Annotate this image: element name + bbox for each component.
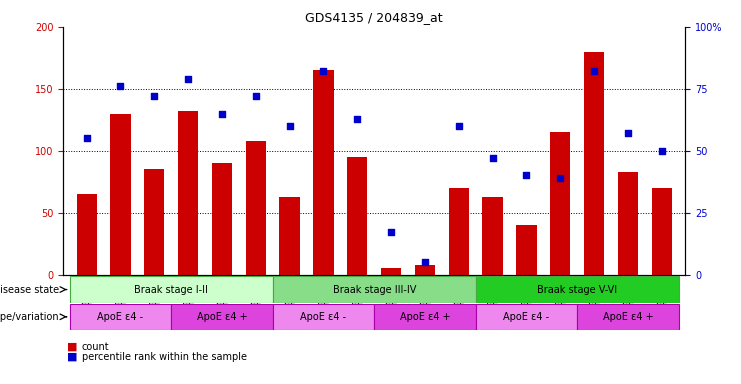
Point bbox=[148, 93, 160, 99]
Bar bbox=[246, 141, 266, 275]
FancyBboxPatch shape bbox=[171, 304, 273, 330]
Bar bbox=[415, 265, 435, 275]
Bar bbox=[618, 172, 638, 275]
Text: ■: ■ bbox=[67, 342, 81, 352]
Point bbox=[419, 259, 431, 265]
Bar bbox=[448, 188, 469, 275]
Bar bbox=[110, 114, 130, 275]
Point bbox=[182, 76, 194, 82]
Bar bbox=[212, 163, 232, 275]
Text: percentile rank within the sample: percentile rank within the sample bbox=[82, 352, 247, 362]
Text: ApoE ε4 -: ApoE ε4 - bbox=[97, 312, 144, 322]
Point bbox=[520, 172, 532, 179]
FancyBboxPatch shape bbox=[476, 276, 679, 303]
Point bbox=[487, 155, 499, 161]
FancyBboxPatch shape bbox=[374, 304, 476, 330]
Point bbox=[318, 68, 330, 74]
Bar bbox=[347, 157, 368, 275]
Text: disease state: disease state bbox=[0, 285, 59, 295]
Text: ■: ■ bbox=[67, 352, 81, 362]
Point bbox=[588, 68, 600, 74]
Bar bbox=[550, 132, 571, 275]
Point bbox=[216, 111, 228, 117]
Text: count: count bbox=[82, 342, 109, 352]
FancyBboxPatch shape bbox=[476, 304, 577, 330]
Point bbox=[656, 147, 668, 154]
FancyBboxPatch shape bbox=[70, 304, 171, 330]
Title: GDS4135 / 204839_at: GDS4135 / 204839_at bbox=[305, 11, 443, 24]
Bar bbox=[482, 197, 502, 275]
Point bbox=[81, 135, 93, 141]
FancyBboxPatch shape bbox=[273, 276, 476, 303]
Text: Braak stage I-II: Braak stage I-II bbox=[134, 285, 208, 295]
Point bbox=[250, 93, 262, 99]
Point bbox=[453, 123, 465, 129]
FancyBboxPatch shape bbox=[70, 276, 273, 303]
FancyBboxPatch shape bbox=[273, 304, 374, 330]
Point bbox=[554, 175, 566, 181]
Bar bbox=[313, 70, 333, 275]
Text: ApoE ε4 -: ApoE ε4 - bbox=[300, 312, 347, 322]
Point bbox=[284, 123, 296, 129]
Text: ApoE ε4 +: ApoE ε4 + bbox=[602, 312, 654, 322]
Bar bbox=[516, 225, 536, 275]
Bar bbox=[381, 268, 402, 275]
Text: Braak stage V-VI: Braak stage V-VI bbox=[537, 285, 617, 295]
Bar bbox=[178, 111, 199, 275]
Text: genotype/variation: genotype/variation bbox=[0, 312, 59, 322]
Point bbox=[385, 229, 397, 235]
Text: ApoE ε4 +: ApoE ε4 + bbox=[196, 312, 247, 322]
Bar bbox=[584, 51, 604, 275]
Bar bbox=[76, 194, 97, 275]
Text: Braak stage III-IV: Braak stage III-IV bbox=[333, 285, 416, 295]
Bar bbox=[279, 197, 300, 275]
Bar bbox=[651, 188, 672, 275]
Point bbox=[351, 116, 363, 122]
Text: ApoE ε4 -: ApoE ε4 - bbox=[503, 312, 550, 322]
Point bbox=[115, 83, 127, 89]
Bar bbox=[144, 169, 165, 275]
Text: ApoE ε4 +: ApoE ε4 + bbox=[399, 312, 451, 322]
Point bbox=[622, 130, 634, 136]
FancyBboxPatch shape bbox=[577, 304, 679, 330]
